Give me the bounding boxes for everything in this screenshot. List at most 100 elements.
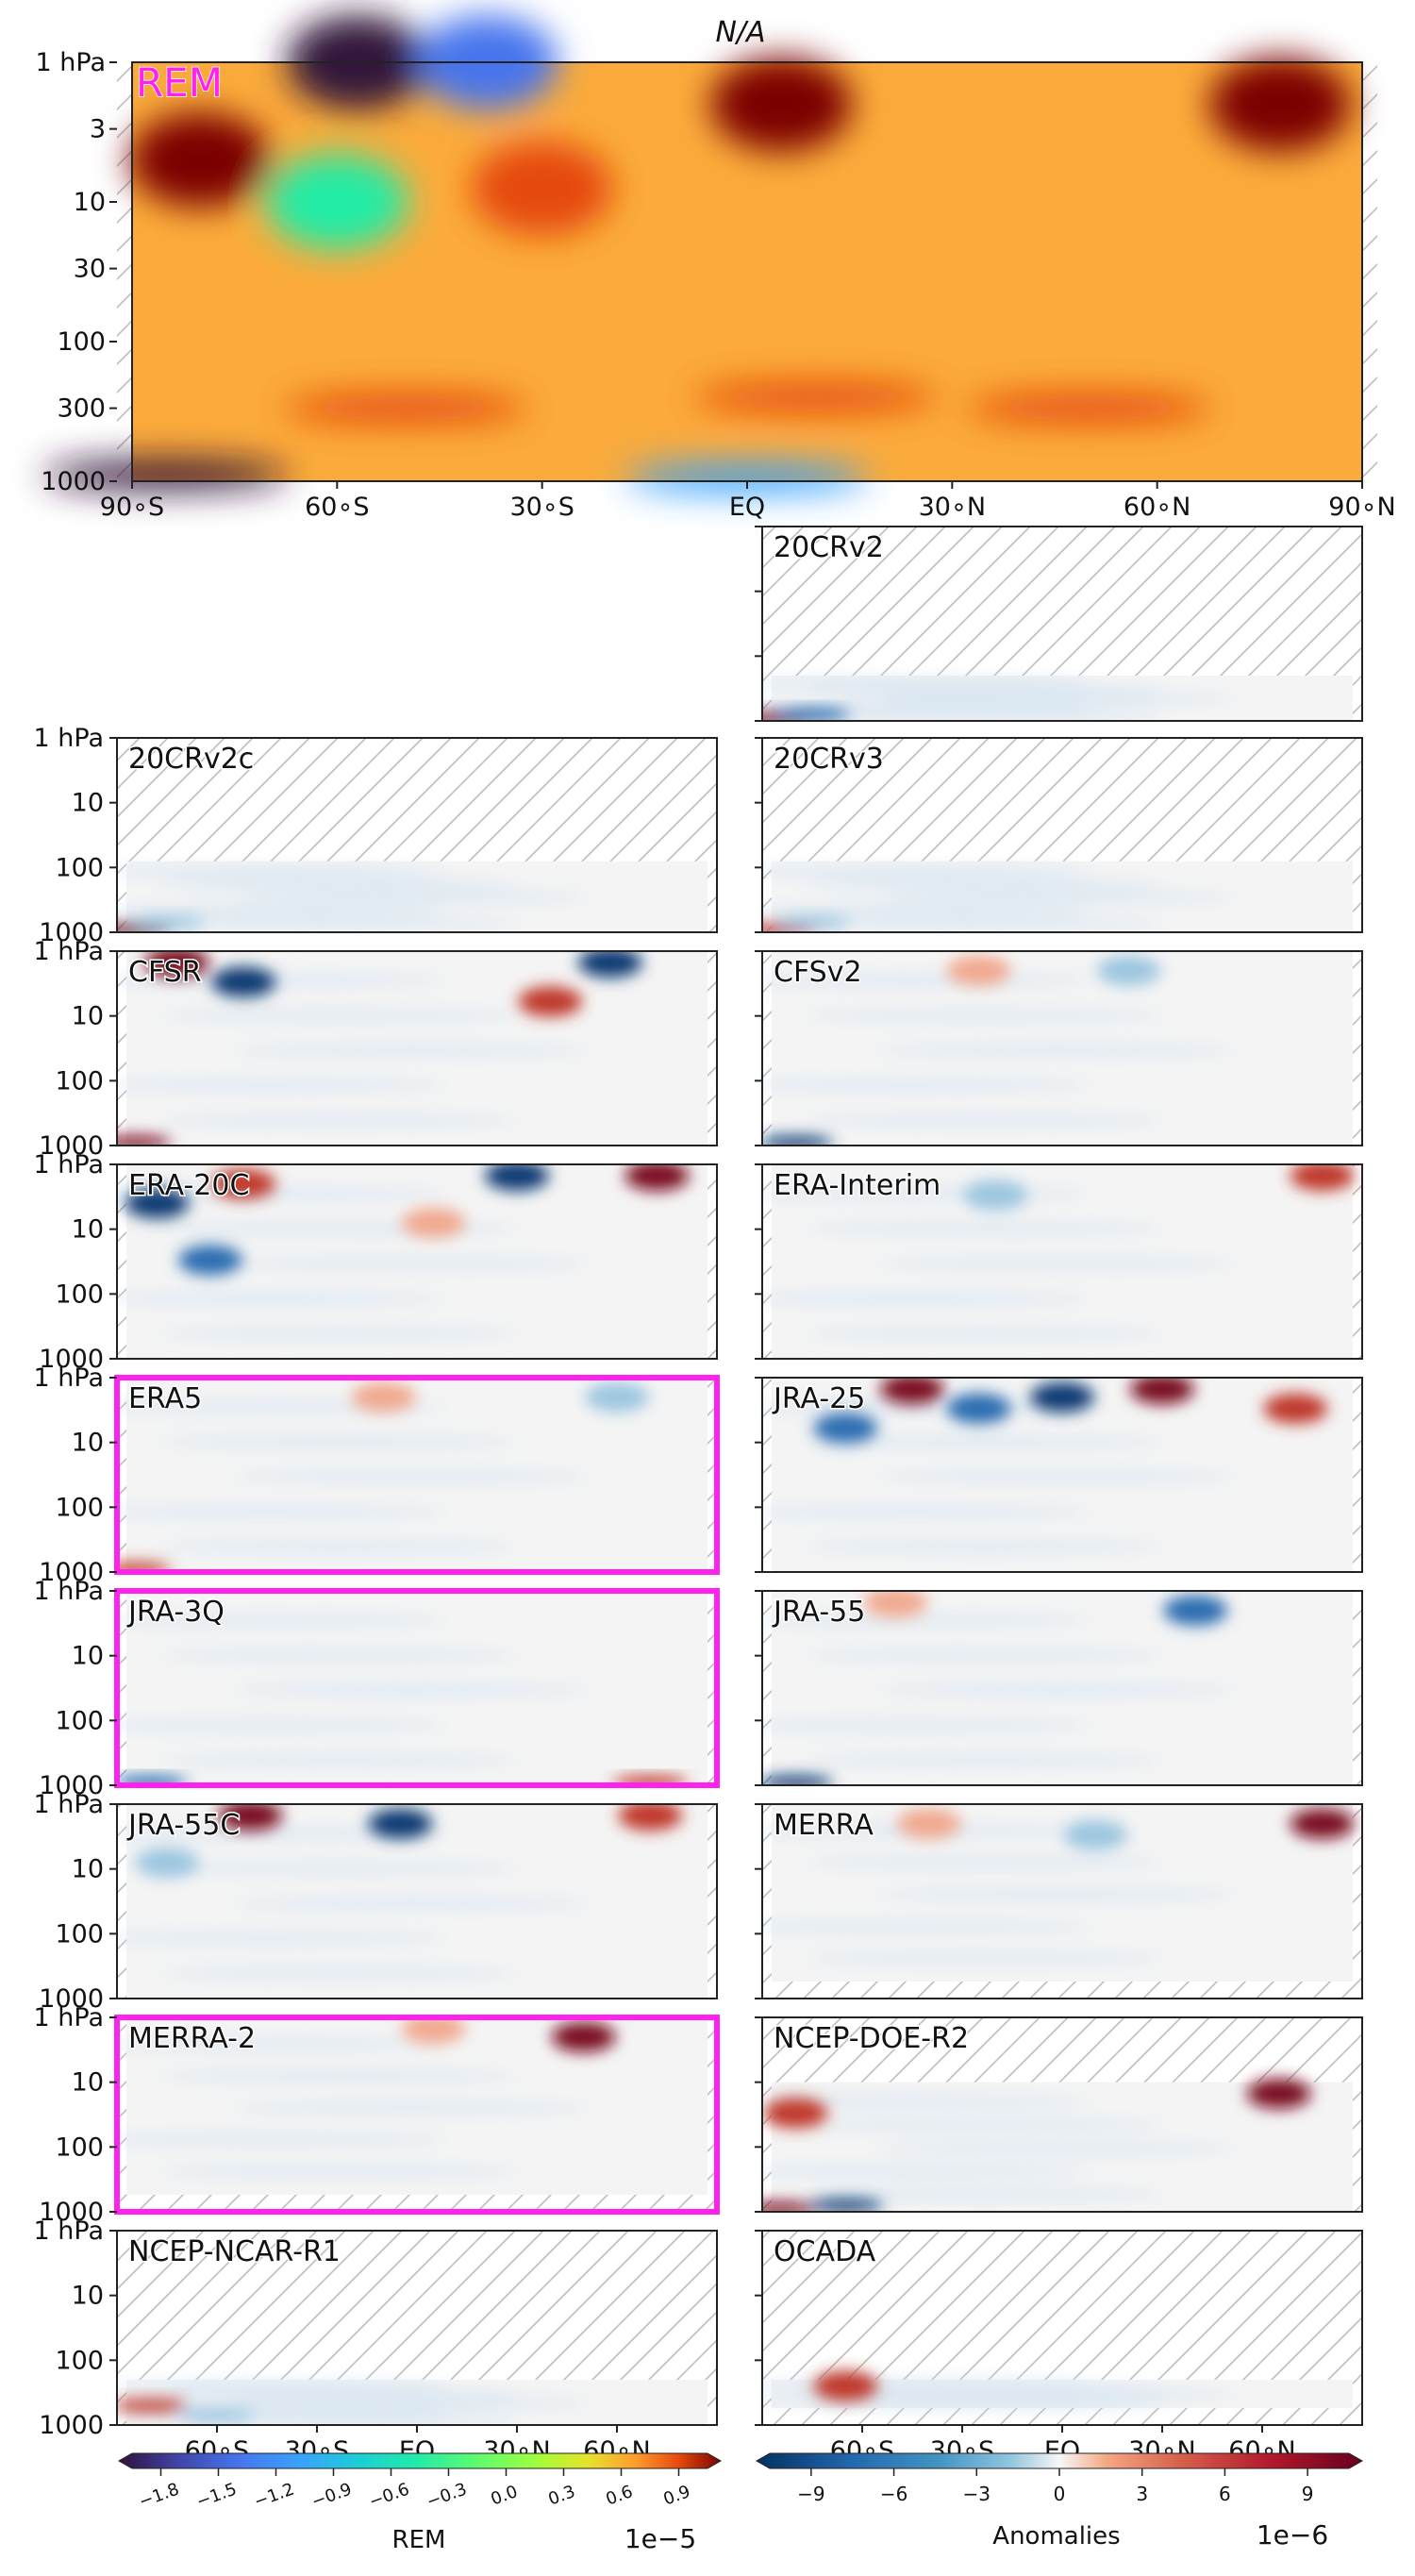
- anomalies-colorbar: −9 −6 −3 0 3 6 9 Anomalies 1e−6: [755, 2452, 1364, 2551]
- ytick-label: 100: [55, 853, 104, 882]
- band: [875, 1045, 1237, 1057]
- rem-feature-3: [266, 155, 408, 249]
- ytick-label: 1000: [39, 918, 104, 947]
- anomaly-features: [762, 955, 1161, 1146]
- panel-era-interim: ERA-Interim: [755, 1163, 1363, 1360]
- anomaly-2: [618, 1804, 683, 1832]
- ytick-label: 1000: [39, 1558, 104, 1587]
- anomaly-1: [1096, 955, 1161, 986]
- panel-merra: MERRA: [755, 1803, 1363, 1999]
- ytick-label: 100: [55, 1066, 104, 1096]
- panel-20crv2: 20CRv2: [755, 526, 1363, 722]
- anomaly-2: [577, 951, 642, 979]
- rem-ytick-label: 10: [74, 188, 106, 217]
- band: [230, 1258, 591, 1270]
- panel-cfsv2: CFSv2: [755, 950, 1363, 1146]
- band: [158, 1648, 520, 1661]
- panel-era5: ERA5 1 hPa 10 100 1000: [34, 1363, 720, 1587]
- anomaly-features: [762, 1591, 1228, 1785]
- band: [762, 865, 1092, 878]
- anomaly-4: [624, 1164, 690, 1192]
- band: [804, 2118, 1165, 2131]
- panel-era-20c: ERA-20C 1 hPa 10 100 1000: [34, 1150, 718, 1374]
- panel-label: 20CRv2c: [128, 743, 254, 776]
- colorbar-tick-label: 0: [1054, 2483, 1066, 2505]
- band: [117, 1827, 447, 1839]
- anomaly-1: [963, 1179, 1028, 1211]
- ytick-label: 10: [72, 1215, 104, 1245]
- rem-feature-0: [129, 112, 272, 208]
- background-bands: [762, 2096, 1237, 2201]
- ytick-label: 1 hPa: [34, 2216, 105, 2246]
- band: [158, 2166, 520, 2178]
- panel-field-ocada: [762, 2231, 1362, 2425]
- anomaly-0: [351, 1381, 416, 1413]
- anomalies-colorbar-label: Anomalies: [992, 2522, 1120, 2551]
- rem-xtick-label: 90∘N: [1328, 493, 1395, 522]
- colorbar-tick-label: −0.3: [424, 2479, 469, 2512]
- anomaly-5: [813, 1413, 878, 1444]
- rem-feature-4: [471, 141, 613, 236]
- band: [804, 1952, 1165, 1965]
- background-bands: [117, 1614, 591, 1766]
- anomaly-2: [762, 1775, 834, 1785]
- anomaly-features: [762, 708, 850, 721]
- rem-feature-8: [692, 381, 939, 412]
- band: [230, 1471, 591, 1483]
- ytick-label: 100: [55, 1919, 104, 1949]
- rem-feature-11: [624, 462, 870, 493]
- background-bands: [762, 974, 1237, 1127]
- panel-frame: [116, 737, 718, 933]
- anomaly-1: [585, 1381, 649, 1413]
- anomaly-1: [774, 915, 850, 929]
- anomaly-1: [177, 1245, 242, 1276]
- band: [117, 1079, 447, 1092]
- panel-field-cfsv2: [762, 951, 1362, 1146]
- rem-ytick-label: 1 hPa: [36, 48, 107, 77]
- panel-20crv2c: 20CRv2c 1 hPa 10 100 1000: [34, 724, 718, 947]
- band: [158, 878, 520, 891]
- band: [762, 1506, 1092, 1518]
- panel-jra-25: JRA-25: [755, 1377, 1363, 1573]
- rem-ytick-label: 1000: [41, 467, 106, 496]
- anomaly-3: [518, 986, 583, 1017]
- anomaly-features: [896, 1808, 1355, 1850]
- ytick-label: 100: [55, 1280, 104, 1309]
- panel-field-ncep-doe-r2: [762, 2017, 1362, 2212]
- colorbar-tick-label: 6: [1219, 2483, 1231, 2505]
- panel-label: JRA-3Q: [126, 1596, 225, 1629]
- band: [117, 1614, 447, 1626]
- band: [804, 1222, 1165, 1234]
- anomaly-features: [135, 1804, 683, 1879]
- band: [117, 1719, 447, 1731]
- anomaly-features: [125, 1164, 690, 1276]
- background-bands: [117, 2038, 591, 2178]
- ytick-label: 1 hPa: [34, 1790, 105, 1819]
- band: [158, 1328, 520, 1340]
- panel-label: CFSv2: [774, 956, 862, 989]
- panel-frame: [761, 2016, 1363, 2213]
- band: [158, 1435, 520, 1447]
- band: [762, 1719, 1092, 1731]
- anomaly-0: [863, 1591, 928, 1618]
- ytick-label: 1 hPa: [34, 937, 105, 966]
- rem-ytick-label: 30: [74, 255, 106, 284]
- anomaly-0: [144, 951, 209, 979]
- ytick-label: 1 hPa: [34, 724, 105, 753]
- panel-jra-3q: JRA-3Q 1 hPa 10 100 1000: [34, 1577, 720, 1800]
- band: [230, 892, 591, 904]
- anomaly-features: [117, 2399, 255, 2422]
- panel-frame: [761, 737, 1363, 933]
- band: [804, 1857, 1165, 1869]
- anomaly-0: [896, 1808, 961, 1839]
- anomaly-2: [762, 1135, 834, 1146]
- band: [804, 2399, 1165, 2411]
- anomaly-0: [117, 2399, 189, 2413]
- anomaly-1: [368, 1808, 433, 1839]
- anomaly-features: [963, 1164, 1355, 1211]
- anomaly-0: [125, 1188, 190, 1219]
- background-bands: [762, 1825, 1237, 1965]
- band: [762, 2166, 1092, 2178]
